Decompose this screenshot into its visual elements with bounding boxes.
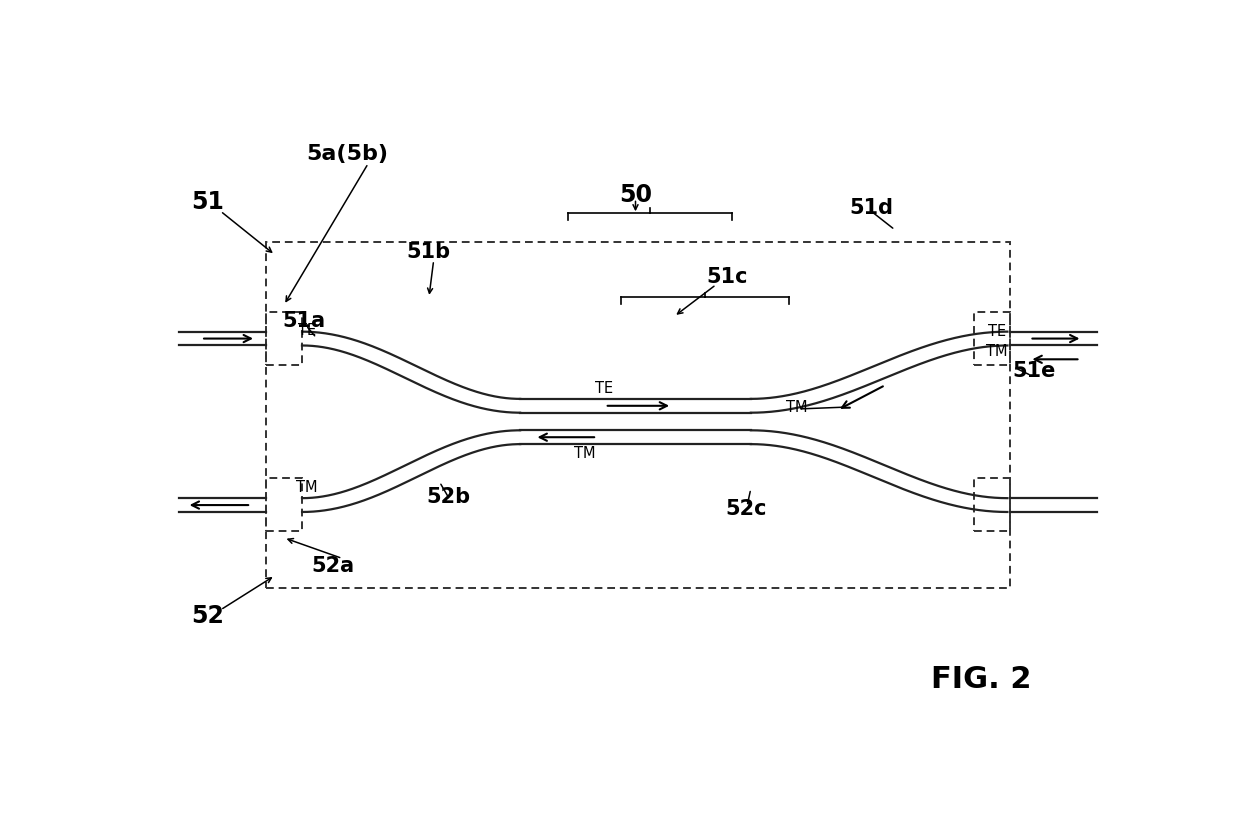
Text: TE: TE [988, 324, 1006, 339]
Text: 51d: 51d [849, 197, 893, 218]
Text: TM: TM [986, 344, 1008, 359]
Text: 52a: 52a [311, 556, 355, 576]
Text: 50: 50 [619, 184, 652, 207]
Text: 51c: 51c [706, 267, 748, 287]
Text: 52c: 52c [725, 499, 766, 520]
Text: 51b: 51b [407, 242, 451, 262]
Bar [973, 478, 1011, 531]
Text: 51e: 51e [1013, 361, 1056, 381]
Bar [265, 242, 1011, 588]
Bar [973, 312, 1011, 365]
Text: 5a(5b): 5a(5b) [306, 144, 388, 165]
Text: 51a: 51a [283, 311, 326, 331]
Text: TE: TE [595, 381, 613, 396]
Text: TM: TM [296, 480, 317, 495]
Text: 51: 51 [191, 189, 224, 214]
Text: TM: TM [574, 446, 595, 461]
Text: TM: TM [786, 400, 807, 415]
Text: TE: TE [298, 323, 316, 338]
Text: 52b: 52b [427, 487, 470, 507]
Text: 52: 52 [191, 605, 224, 628]
Bar [265, 478, 303, 531]
Bar [265, 312, 303, 365]
Text: FIG. 2: FIG. 2 [931, 664, 1032, 694]
